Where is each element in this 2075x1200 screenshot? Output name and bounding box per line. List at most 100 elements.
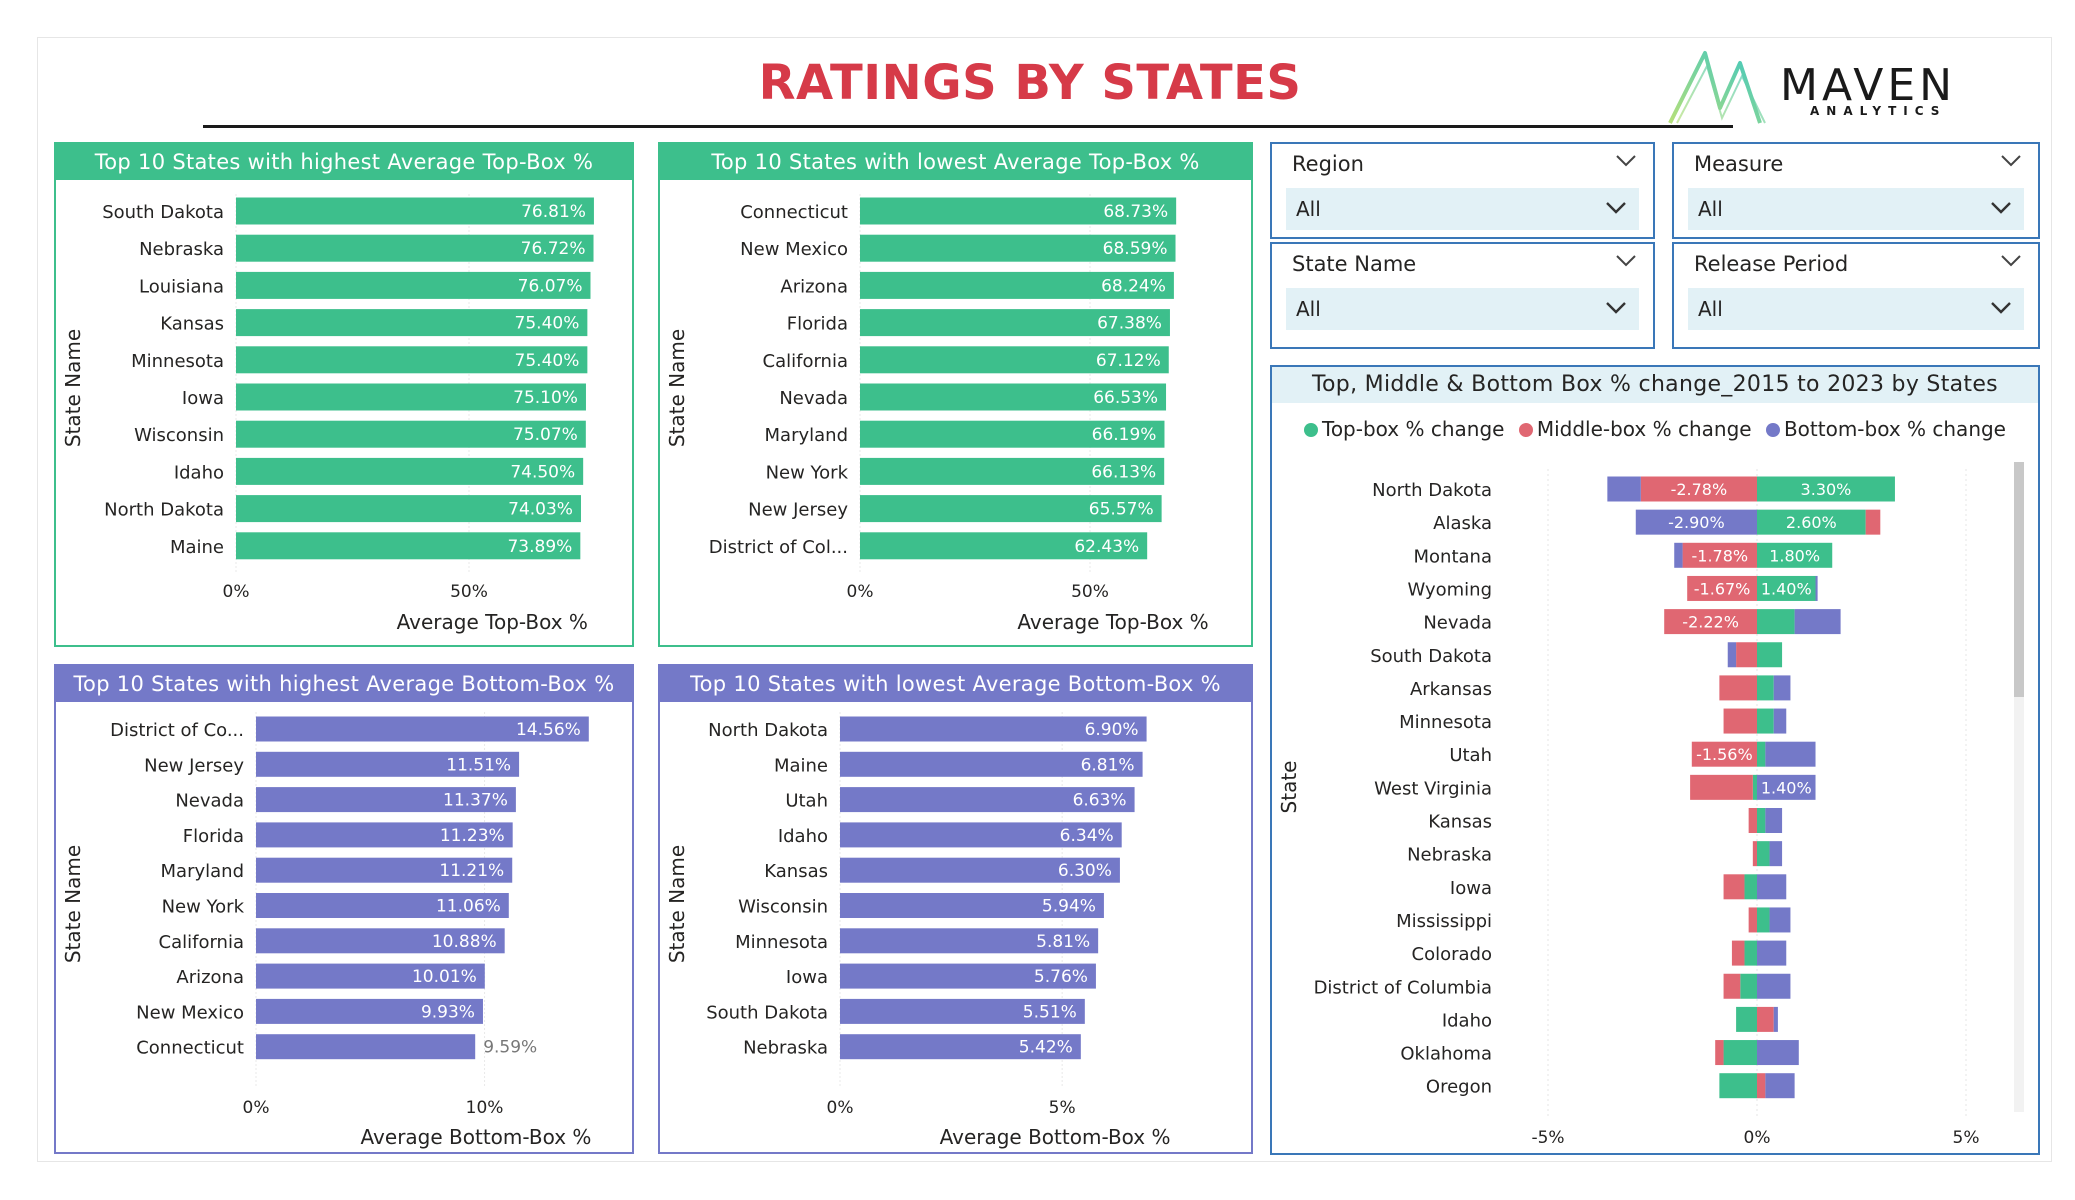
category-label: Nebraska <box>139 239 224 260</box>
category-label: Maryland <box>765 425 848 446</box>
region-slicer[interactable]: Region All <box>1270 142 1655 239</box>
category-label: Idaho <box>1442 1010 1492 1031</box>
bar-segment <box>1691 741 1757 767</box>
title-underline <box>203 125 1733 128</box>
bar-segment <box>1744 940 1757 966</box>
legend-item[interactable]: Bottom-box % change <box>1765 417 2006 441</box>
bar-segment <box>1736 1006 1757 1032</box>
chevron-down-icon[interactable] <box>1605 201 1627 215</box>
data-label: 11.37% <box>443 791 508 811</box>
data-label: 66.53% <box>1093 388 1158 408</box>
region-dropdown[interactable]: All <box>1286 188 1639 230</box>
bar-segment <box>1664 609 1757 635</box>
data-label: 11.51% <box>446 755 511 775</box>
category-label: Montana <box>1414 546 1492 567</box>
bar <box>860 309 1170 337</box>
data-label: 73.89% <box>507 537 572 557</box>
measure-slicer[interactable]: Measure All <box>1672 142 2040 239</box>
bar <box>840 787 1135 813</box>
bar-segment <box>1719 1073 1757 1099</box>
bar <box>256 751 520 777</box>
category-label: New Mexico <box>740 239 848 260</box>
bar-segment <box>1757 708 1774 734</box>
scrollbar-thumb[interactable] <box>2014 462 2024 697</box>
chart-title: Top 10 States with highest Average Top-B… <box>56 144 632 180</box>
category-label: California <box>159 932 244 953</box>
data-label: 5.51% <box>1023 1002 1077 1022</box>
bar-segment <box>1757 575 1816 601</box>
tick-label: 0% <box>243 1098 270 1118</box>
bar-segment <box>1723 874 1745 900</box>
data-label: 6.63% <box>1073 791 1127 811</box>
bar-segment <box>1757 940 1787 966</box>
data-label: -2.22% <box>1682 613 1739 632</box>
bar <box>256 822 513 848</box>
dropdown-value: All <box>1296 197 1321 221</box>
category-label: North Dakota <box>708 720 828 741</box>
data-label: 75.40% <box>515 351 580 371</box>
chart-bottom-box-highest: Top 10 States with highest Average Botto… <box>54 664 634 1154</box>
bar <box>840 751 1143 777</box>
data-label: -2.78% <box>1671 480 1728 499</box>
bar <box>236 420 586 448</box>
chevron-down-icon[interactable] <box>1605 301 1627 315</box>
bar-segment <box>1740 973 1757 999</box>
bar <box>236 383 586 411</box>
data-label: 3.30% <box>1801 480 1852 499</box>
data-label: 1.40% <box>1761 778 1812 797</box>
chevron-down-icon[interactable] <box>1990 301 2012 315</box>
category-label: Wyoming <box>1407 579 1492 600</box>
category-label: South Dakota <box>706 1002 828 1023</box>
data-label: 74.03% <box>508 500 573 520</box>
category-label: Minnesota <box>1399 712 1492 733</box>
category-label: Maine <box>774 755 828 776</box>
category-label: New Jersey <box>144 755 244 776</box>
category-label: Nevada <box>1423 613 1492 634</box>
bar-segment <box>1757 808 1766 833</box>
bar <box>236 234 594 262</box>
bar-segment <box>1736 642 1757 668</box>
chevron-down-icon[interactable] <box>2000 254 2022 268</box>
bar-segment <box>1757 509 1866 535</box>
category-label: Louisiana <box>139 276 224 297</box>
category-label: Wisconsin <box>134 425 224 446</box>
chart-legend: Top-box % change Middle-box % change Bot… <box>1272 417 2038 441</box>
y-axis-label: State Name <box>61 845 85 963</box>
legend-item[interactable]: Top-box % change <box>1304 417 1504 441</box>
bar-segment <box>1757 1073 1766 1099</box>
data-label: 76.81% <box>521 202 586 222</box>
bar <box>256 716 589 742</box>
release-period-dropdown[interactable]: All <box>1688 288 2024 330</box>
chevron-down-icon[interactable] <box>1615 154 1637 168</box>
tick-label: 0% <box>827 1098 854 1118</box>
slicer-label: Region <box>1292 152 1364 176</box>
category-label: Utah <box>1449 745 1492 766</box>
bar <box>860 346 1169 374</box>
chevron-down-icon[interactable] <box>1615 254 1637 268</box>
tick-label: 0% <box>1744 1128 1771 1148</box>
legend-label: Middle-box % change <box>1536 417 1752 441</box>
dropdown-value: All <box>1698 197 1723 221</box>
measure-dropdown[interactable]: All <box>1688 188 2024 230</box>
x-axis-label: Average Top-Box % <box>397 610 588 634</box>
bar-segment <box>1865 509 1881 535</box>
bar <box>840 963 1096 989</box>
bar <box>236 346 588 374</box>
category-label: Mississippi <box>1396 911 1492 932</box>
bar-segment <box>1682 542 1757 568</box>
bar <box>256 998 483 1024</box>
chevron-down-icon[interactable] <box>2000 154 2022 168</box>
data-label: 66.19% <box>1092 425 1157 445</box>
state-name-dropdown[interactable]: All <box>1286 288 1639 330</box>
category-label: Nebraska <box>743 1038 828 1059</box>
category-label: New York <box>162 897 245 918</box>
bar <box>236 457 584 485</box>
chevron-down-icon[interactable] <box>1990 201 2012 215</box>
bar <box>840 822 1122 848</box>
release-period-slicer[interactable]: Release Period All <box>1672 242 2040 349</box>
state-name-slicer[interactable]: State Name All <box>1270 242 1655 349</box>
data-label: 11.21% <box>439 861 504 881</box>
data-label: 9.59% <box>483 1038 537 1058</box>
category-label: South Dakota <box>102 202 224 223</box>
legend-item[interactable]: Middle-box % change <box>1518 417 1752 441</box>
